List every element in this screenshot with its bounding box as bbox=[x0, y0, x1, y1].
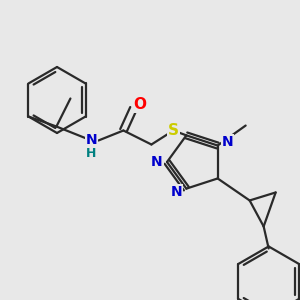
Text: N: N bbox=[151, 155, 163, 169]
Text: N: N bbox=[85, 134, 97, 148]
Text: O: O bbox=[133, 97, 146, 112]
Text: N: N bbox=[170, 184, 182, 199]
Text: N: N bbox=[222, 134, 233, 148]
Text: H: H bbox=[86, 147, 97, 160]
Text: S: S bbox=[168, 123, 179, 138]
